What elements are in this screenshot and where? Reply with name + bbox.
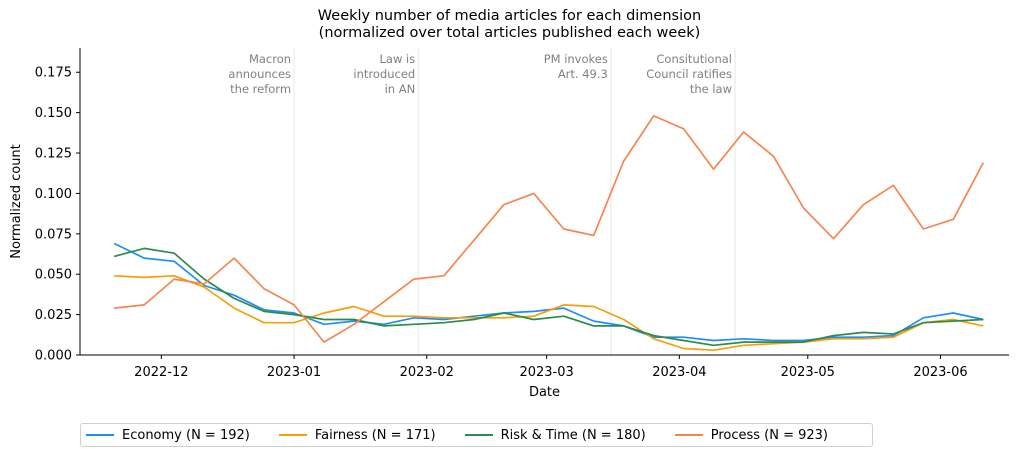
legend: Economy (N = 192) Fairness (N = 171) Risk …	[80, 423, 873, 447]
x-tick-label: 2023-01	[267, 365, 321, 380]
legend-item-0: Economy (N = 192)	[86, 428, 250, 443]
annotation-text: introduced	[353, 67, 415, 81]
y-tick-label: 0.050	[35, 268, 72, 283]
annotation-text: in AN	[385, 82, 416, 96]
series-line-3	[114, 115, 985, 343]
annotation-text: Art. 49.3	[558, 67, 608, 81]
y-tick-label: 0.175	[35, 66, 72, 81]
x-tick-label: 2023-05	[781, 365, 835, 380]
x-tick-label: 2023-02	[400, 365, 454, 380]
legend-item-2: Risk & Time (N = 180)	[464, 427, 646, 443]
legend-swatch	[464, 434, 493, 436]
annotation-text: announces	[228, 67, 291, 81]
y-axis-label: Normalized count	[9, 144, 24, 259]
chart-subtitle: (normalized over total articles publishe…	[318, 25, 701, 41]
annotation-text: PM invokes	[544, 52, 608, 66]
y-tick-label: 0.075	[35, 227, 72, 242]
annotation-text: the law	[690, 82, 732, 96]
y-tick-label: 0.150	[35, 106, 72, 121]
series-line-2	[113, 247, 984, 347]
y-tick-label: 0.100	[35, 187, 72, 202]
legend-swatch	[278, 434, 307, 436]
annotation-text: the reform	[230, 82, 291, 96]
x-tick-label: 2022-12	[134, 365, 188, 380]
legend-swatch	[674, 434, 703, 436]
annotation-text: Consitutional	[656, 52, 732, 66]
annotation-text: Council ratifies	[646, 67, 732, 81]
y-tick-label: 0.000	[35, 349, 72, 364]
chart-title: Weekly number of media articles for each…	[317, 8, 702, 24]
annotation-text: Law is	[380, 52, 416, 66]
x-tick-label: 2023-06	[913, 365, 967, 380]
legend-label: Process (N = 923)	[710, 427, 829, 443]
series-line-1	[114, 274, 984, 352]
x-tick-label: 2023-04	[652, 365, 706, 380]
series-line-0	[113, 242, 984, 342]
legend-label: Economy (N = 192)	[122, 427, 250, 443]
annotation-text: Macron	[249, 52, 291, 66]
legend-swatch	[86, 434, 114, 436]
x-axis-label: Date	[529, 385, 560, 400]
legend-item-3: Process (N = 923)	[674, 427, 829, 443]
y-tick-label: 0.025	[35, 308, 72, 323]
legend-item-1: Fairness (N = 171)	[278, 427, 436, 443]
x-tick-label: 2023-03	[519, 365, 573, 380]
y-tick-label: 0.125	[35, 147, 72, 162]
legend-label: Fairness (N = 171)	[314, 427, 436, 443]
legend-label: Risk & Time (N = 180)	[500, 427, 646, 443]
